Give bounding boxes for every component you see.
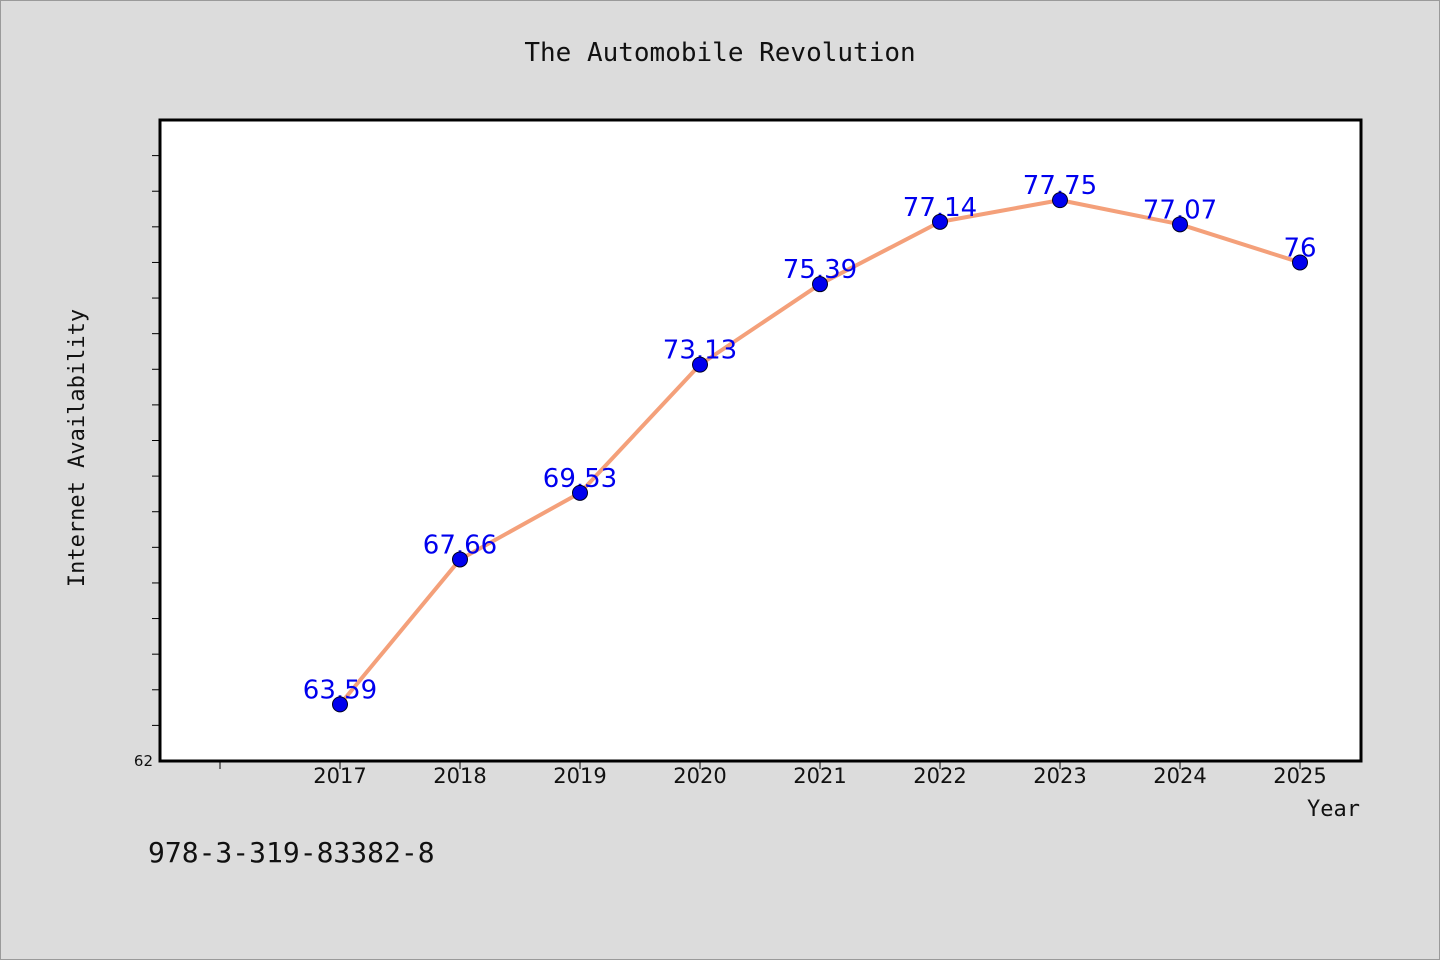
x-axis-label: Year	[1307, 797, 1360, 822]
chart-title: The Automobile Revolution	[524, 38, 915, 68]
plot-area	[158, 118, 1363, 763]
x-tick-label: 2025	[1273, 764, 1326, 788]
y-tick-label-min: 62	[134, 752, 153, 770]
x-axis-ticks: 2017 2018 2019 2020 2021 2022 2023 2024 2025	[219, 761, 1327, 788]
x-tick-label: 2020	[673, 764, 726, 788]
y-axis-label: Internet Availability	[65, 309, 90, 587]
x-tick-label: 2023	[1033, 764, 1086, 788]
data-point	[1292, 254, 1308, 271]
data-point	[1052, 192, 1068, 209]
data-point	[812, 276, 828, 293]
x-tick-label: 2019	[553, 764, 606, 788]
data-point	[332, 696, 348, 713]
y-axis-ticks	[152, 155, 160, 726]
data-point	[932, 213, 948, 230]
data-point	[692, 356, 708, 373]
x-tick-label: 2018	[433, 764, 486, 788]
data-point	[1172, 216, 1188, 233]
x-tick-label: 2024	[1153, 764, 1206, 788]
data-point	[452, 551, 468, 568]
isbn-text: 978-3-319-83382-8	[148, 836, 435, 869]
x-tick-label: 2022	[913, 764, 966, 788]
x-tick-label: 2021	[793, 764, 846, 788]
x-tick-label: 2017	[313, 764, 366, 788]
data-point	[572, 484, 588, 501]
series-layer: 63.5967.6669.5373.1375.3977.1477.7577.07…	[303, 171, 1317, 713]
